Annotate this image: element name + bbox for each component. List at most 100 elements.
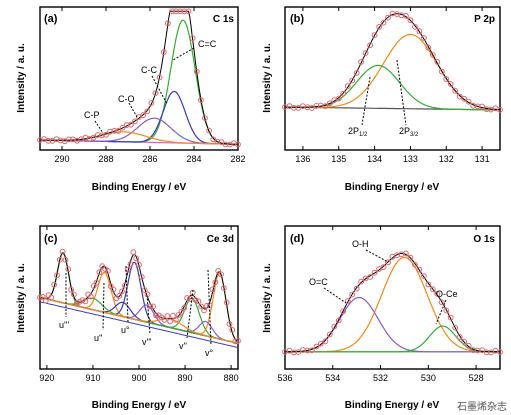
panel-c-tag: Ce 3d	[207, 234, 234, 245]
data-point	[434, 59, 441, 65]
panel-a-arrows	[94, 47, 195, 134]
data-point	[326, 100, 333, 107]
panel-b-data-points	[282, 10, 503, 113]
arrow-c-p	[94, 120, 104, 134]
data-point	[152, 90, 159, 96]
panel-d-ticks: 536 534 532 530 528	[277, 226, 484, 383]
data-point	[68, 286, 74, 293]
arrow-v3	[146, 294, 151, 335]
component-peak	[39, 296, 239, 344]
panel-a-ylabel: Intensity / a. u.	[16, 43, 27, 113]
data-point	[438, 68, 445, 75]
data-point	[421, 273, 427, 280]
data-point	[497, 349, 503, 355]
panel-c-ylabel: Intensity / a. u.	[16, 263, 27, 333]
data-point	[425, 281, 432, 288]
label-2p-half: 2P1/2	[348, 126, 368, 138]
data-point	[367, 274, 374, 280]
data-point	[407, 254, 414, 261]
data-point	[443, 307, 450, 314]
label-v3: v'''	[142, 337, 152, 347]
panel-b-curves	[285, 13, 501, 111]
data-point	[105, 268, 111, 274]
data-point	[232, 338, 239, 345]
panel-d: (d) O 1s Intensity / a. u. Binding Energ…	[262, 225, 503, 411]
data-point	[385, 259, 391, 266]
data-point	[371, 269, 378, 276]
data-point	[201, 307, 208, 314]
data-point	[123, 122, 130, 128]
x-tick-label: 135	[331, 154, 346, 164]
label-c-c: C-C	[141, 65, 157, 75]
data-point	[96, 269, 103, 276]
label-o-ce: O-Ce	[436, 289, 458, 299]
data-point	[39, 294, 46, 300]
data-point	[130, 249, 137, 256]
data-point	[309, 105, 315, 111]
panel-d-data-points	[282, 250, 503, 356]
data-point	[367, 42, 374, 49]
label-c-o: C-O	[118, 94, 135, 104]
data-point	[317, 340, 324, 347]
x-tick-label: 290	[54, 154, 69, 164]
data-point	[48, 294, 55, 301]
panel-d-arrows	[323, 249, 447, 325]
data-point	[140, 112, 147, 119]
data-point	[313, 343, 320, 350]
x-tick-label: 530	[421, 373, 436, 383]
x-tick-label: 132	[439, 154, 454, 164]
data-point	[93, 279, 100, 286]
data-point	[185, 8, 192, 15]
data-point	[79, 297, 86, 304]
x-tick-label: 136	[295, 154, 310, 164]
data-point	[156, 74, 163, 81]
panel-a-ticks: 290 288 286 284 282	[54, 7, 246, 164]
x-tick-label: 286	[142, 154, 157, 164]
data-point	[170, 312, 176, 319]
envelope-line	[40, 10, 239, 145]
data-point	[206, 127, 213, 134]
data-point	[153, 312, 159, 319]
data-point	[497, 106, 503, 113]
data-point	[434, 291, 441, 297]
data-point	[173, 8, 180, 15]
data-point	[443, 76, 450, 82]
panel-b-letter: (b)	[290, 13, 304, 25]
envelope-line	[285, 13, 501, 111]
data-point	[447, 314, 454, 321]
data-point	[141, 287, 148, 294]
arrow-c-c	[151, 75, 168, 105]
component-peak	[285, 325, 500, 353]
data-point	[42, 297, 49, 304]
label-v2: v''	[179, 341, 187, 351]
data-point	[133, 255, 140, 262]
label-o-h: O-H	[352, 239, 369, 249]
data-point	[235, 337, 241, 344]
data-point	[353, 70, 360, 76]
arrow-v0	[207, 269, 212, 346]
label-c-p: C-P	[84, 110, 100, 120]
data-point	[82, 298, 89, 305]
label-u3: u'''	[59, 320, 69, 330]
x-tick-label: 284	[186, 154, 201, 164]
data-point	[340, 308, 347, 315]
panel-a-xlabel: Binding Energy / eV	[92, 182, 187, 193]
arrow-o-h	[365, 249, 389, 263]
data-point	[116, 293, 123, 299]
panel-b-ylabel: Intensity / a. u.	[262, 43, 273, 113]
data-point	[335, 317, 342, 324]
data-point	[177, 8, 184, 15]
x-tick-label: 890	[178, 373, 193, 383]
data-point	[218, 271, 224, 278]
data-point	[99, 132, 105, 139]
data-point	[73, 299, 80, 306]
data-point	[212, 279, 219, 286]
data-point	[340, 90, 347, 97]
x-tick-label: 910	[85, 373, 100, 383]
data-point	[110, 286, 117, 293]
data-point	[181, 304, 188, 311]
arrow-c-eq-c	[172, 47, 195, 61]
data-point	[127, 121, 134, 128]
data-point	[138, 274, 145, 280]
envelope-line	[285, 252, 500, 353]
